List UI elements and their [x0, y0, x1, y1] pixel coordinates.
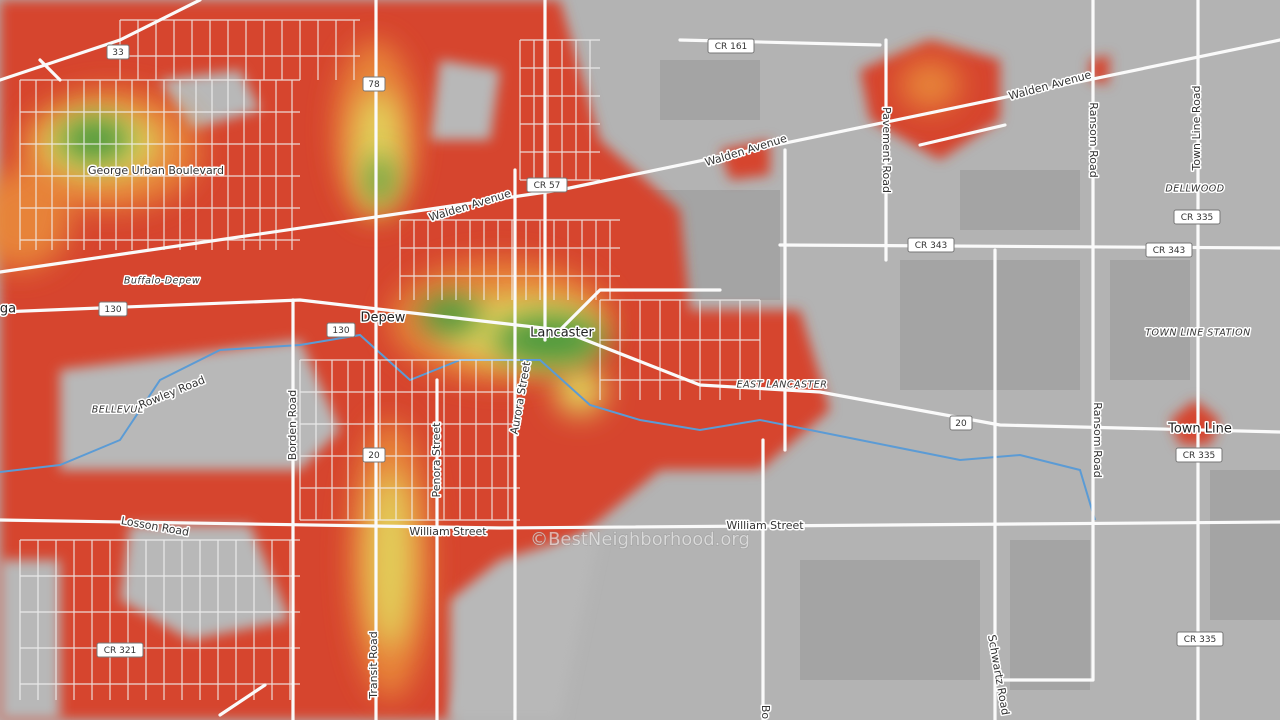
route-shield	[326, 322, 356, 338]
route-number: CR 335	[1181, 213, 1214, 223]
route-number: CR 161	[715, 42, 748, 52]
road	[998, 0, 1095, 682]
road	[0, 298, 1280, 434]
route-shield	[707, 38, 755, 54]
route-shield	[1175, 447, 1223, 463]
route-number: 130	[104, 305, 121, 315]
place-label: DELLWOOD	[1165, 184, 1224, 195]
streets	[19, 19, 761, 700]
route-shield	[526, 177, 568, 193]
place-label: Town Line	[1167, 422, 1232, 437]
place-label: ga	[0, 302, 16, 317]
route-number: 78	[368, 80, 380, 90]
road	[0, 0, 202, 82]
road	[0, 518, 1280, 530]
place-label: BELLEVUE	[92, 405, 145, 416]
road-label: Ransom Road	[1091, 402, 1104, 477]
route-shield	[1145, 242, 1193, 258]
route-shield	[106, 44, 130, 60]
place-label: Buffalo-Depew	[124, 276, 200, 287]
road-label: William Street	[409, 525, 487, 538]
road-label: Bo	[759, 705, 772, 720]
route-shield	[362, 76, 386, 92]
route-shield	[949, 415, 973, 431]
road-label: Pavement Road	[880, 107, 893, 193]
place-label: Lancaster	[530, 326, 594, 341]
place-label: Depew	[361, 311, 406, 326]
river	[0, 333, 1096, 521]
place-label: EAST LANCASTER	[737, 380, 828, 391]
road	[778, 243, 1280, 250]
road-label: Borden Road	[286, 390, 299, 460]
route-shield	[98, 301, 128, 317]
route-number: 20	[368, 451, 380, 461]
road-label: Transit Road	[367, 631, 380, 700]
route-number: CR 343	[915, 241, 948, 251]
route-number: 33	[112, 48, 123, 58]
road	[218, 683, 267, 717]
route-shield	[362, 447, 386, 463]
route-shield	[1173, 209, 1221, 225]
route-shield	[96, 642, 144, 658]
route-shield	[1176, 631, 1224, 647]
road	[38, 58, 62, 82]
route-number: CR 343	[1153, 246, 1186, 256]
route-number: 130	[332, 326, 349, 336]
road-label: Ransom Road	[1087, 102, 1100, 177]
route-number: CR 335	[1184, 635, 1217, 645]
route-number: CR 335	[1183, 451, 1216, 461]
place-label: TOWN LINE STATION	[1145, 328, 1250, 339]
road-label: Town Line Road	[1190, 85, 1203, 171]
road-label: William Street	[726, 519, 804, 532]
road-label: George Urban Boulevard	[88, 164, 224, 177]
road	[918, 123, 1007, 147]
route-number: 20	[955, 419, 967, 429]
route-shield	[907, 237, 955, 253]
land-patches	[640, 60, 1280, 690]
route-number: CR 321	[104, 646, 137, 656]
route-number: CR 57	[534, 181, 561, 191]
watermark: ©BestNeighborhood.org	[530, 529, 750, 550]
road	[558, 288, 722, 332]
road-label: Penora Street	[430, 422, 443, 498]
